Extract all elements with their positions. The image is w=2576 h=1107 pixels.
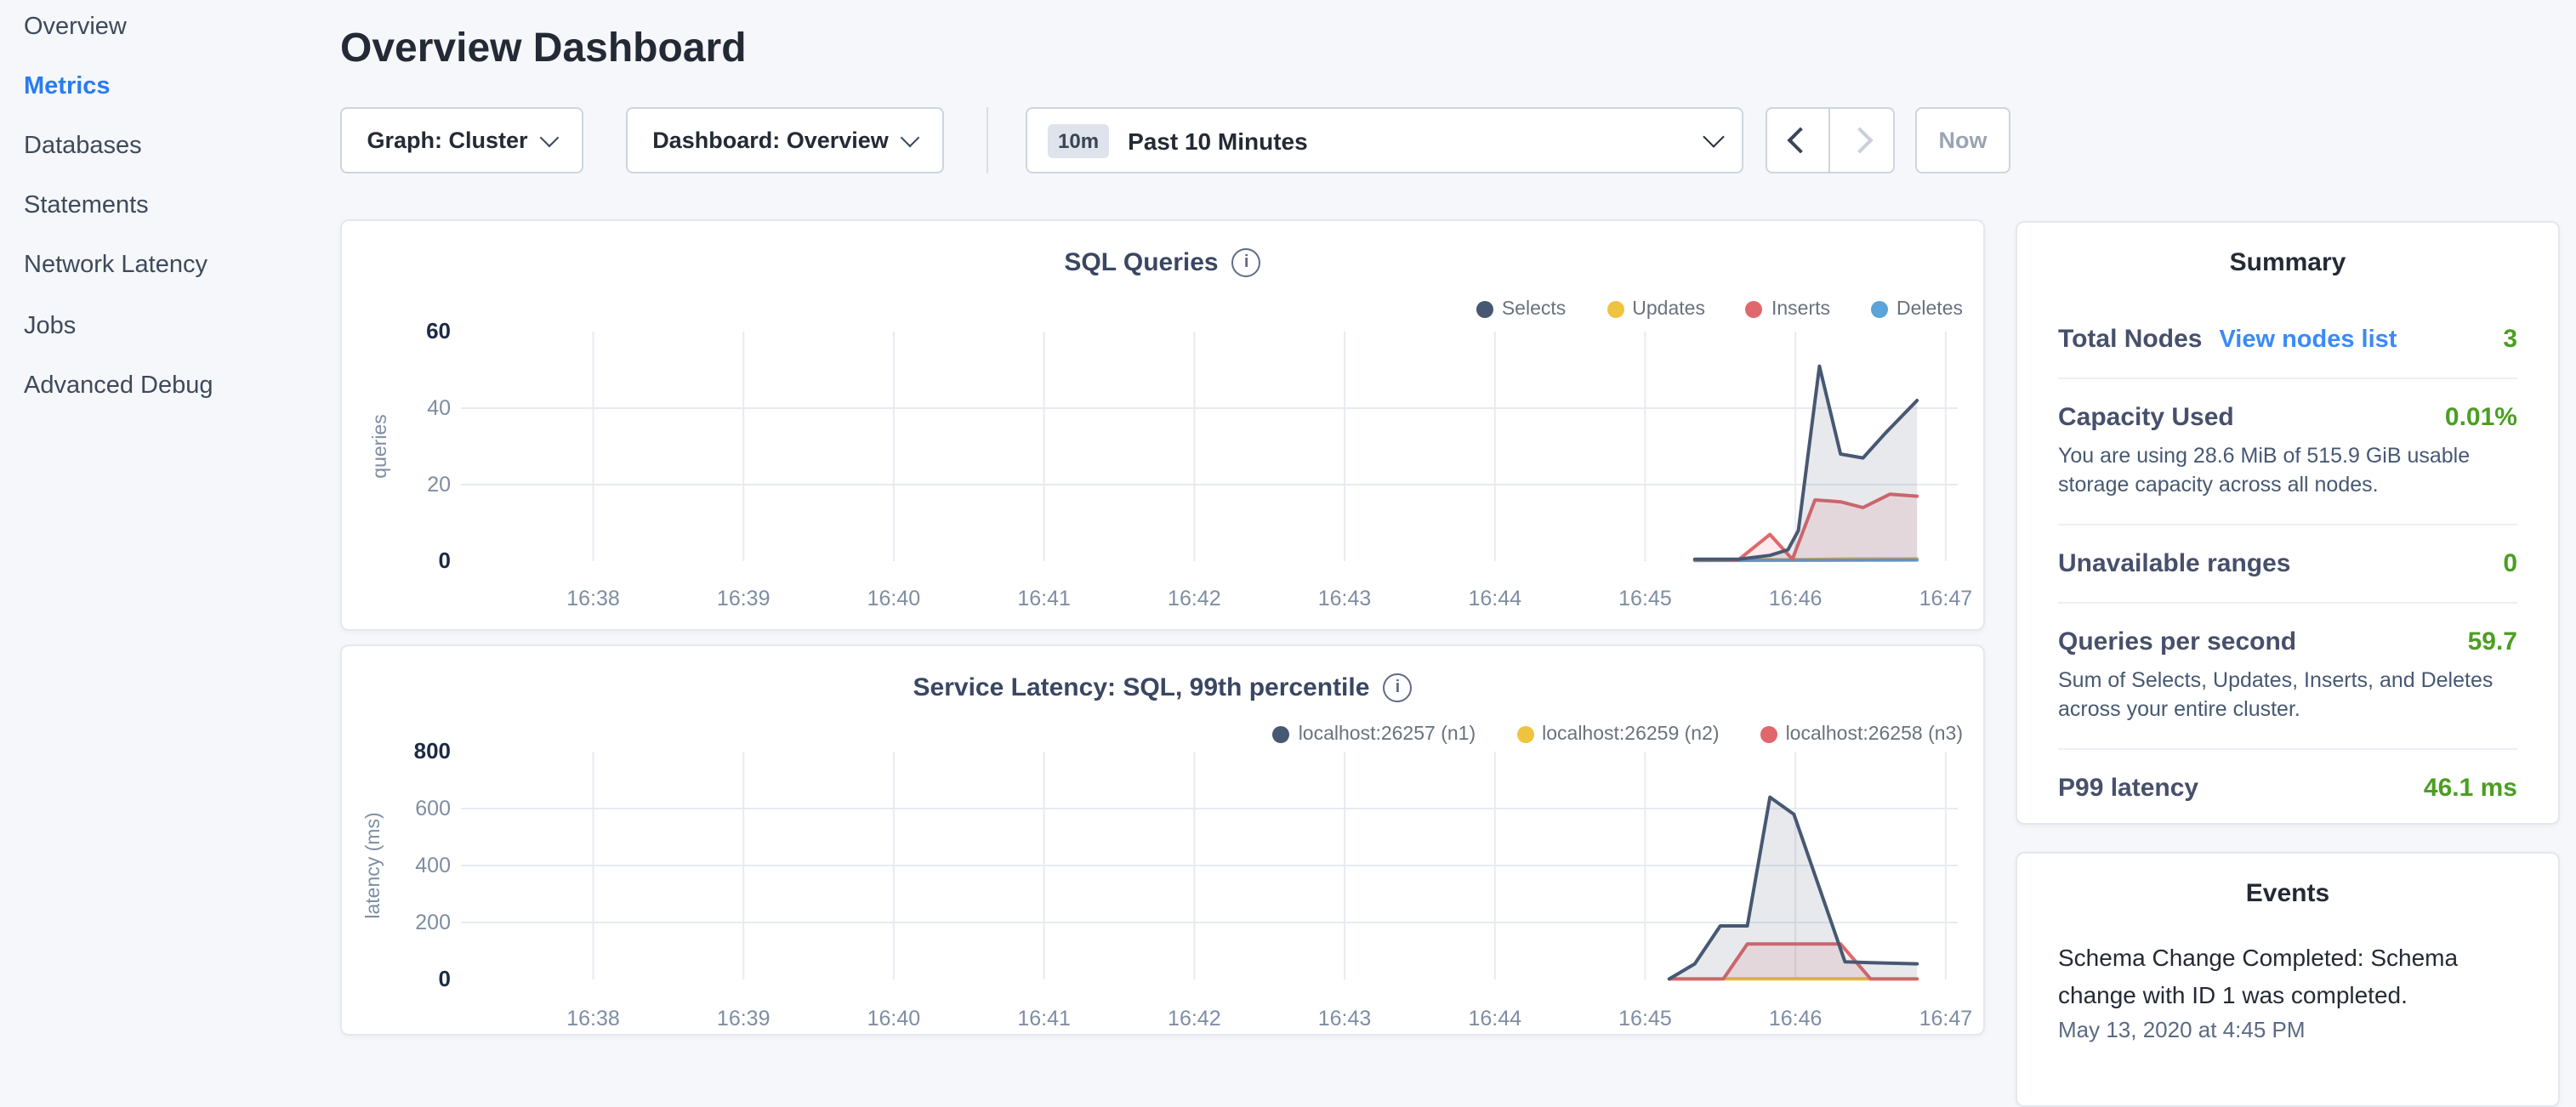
now-button[interactable]: Now (1915, 107, 2010, 173)
svg-text:queries: queries (368, 414, 390, 478)
sql-queries-chart[interactable]: 16:38 16:39 16:40 16:41 16:42 16:43 16:44 16:45… (342, 221, 1987, 633)
qps-description: Sum of Selects, Updates, Inserts, and De… (2058, 667, 2517, 724)
svg-text:16:43: 16:43 (1318, 587, 1372, 610)
svg-text:16:44: 16:44 (1468, 587, 1521, 610)
next-time-button-disabled[interactable] (1828, 107, 1895, 173)
summary-card: Summary Total Nodes View nodes list 3 Ca… (2016, 221, 2560, 825)
chevron-right-icon (1845, 127, 1872, 153)
capacity-description: You are using 28.6 MiB of 515.9 GiB usab… (2058, 442, 2517, 500)
svg-text:200: 200 (415, 911, 451, 934)
svg-text:16:45: 16:45 (1618, 1007, 1672, 1030)
app-root: Overview Metrics Databases Statements Ne… (0, 0, 2576, 1051)
chevron-down-icon (901, 128, 920, 147)
summary-row-qps: Queries per second 59.7 (2058, 627, 2517, 656)
chevron-down-icon (540, 128, 560, 147)
divider (2058, 602, 2517, 604)
service-latency-card: Service Latency: SQL, 99th percentile lo… (340, 644, 1985, 1036)
svg-text:latency (ms): latency (ms) (361, 812, 384, 918)
svg-text:16:47: 16:47 (1919, 1007, 1973, 1030)
svg-text:16:41: 16:41 (1017, 1007, 1071, 1030)
divider (2058, 378, 2517, 379)
capacity-label: Capacity Used (2058, 403, 2234, 432)
events-card: Events Schema Change Completed: Schema c… (2016, 852, 2560, 1107)
qps-value: 59.7 (2468, 627, 2517, 656)
summary-row-capacity: Capacity Used 0.01% (2058, 403, 2517, 432)
summary-row-total-nodes: Total Nodes View nodes list 3 (2058, 325, 2517, 354)
svg-text:0: 0 (439, 548, 451, 573)
unavailable-ranges-value: 0 (2503, 549, 2517, 578)
svg-text:16:40: 16:40 (867, 1007, 921, 1030)
svg-text:600: 600 (415, 797, 451, 820)
capacity-value: 0.01% (2445, 403, 2517, 432)
view-nodes-link[interactable]: View nodes list (2219, 326, 2397, 354)
controls-divider (987, 107, 988, 173)
divider (2058, 748, 2517, 750)
svg-text:16:41: 16:41 (1017, 587, 1071, 610)
svg-text:16:38: 16:38 (566, 1007, 620, 1030)
qps-label: Queries per second (2058, 627, 2296, 656)
svg-text:16:47: 16:47 (1919, 587, 1973, 610)
time-range-dropdown[interactable]: 10m Past 10 Minutes (1026, 107, 1743, 173)
sql-queries-card: SQL Queries Selects Updates Inserts Dele… (340, 219, 1985, 631)
time-range-label: Past 10 Minutes (1128, 127, 1308, 154)
graph-type-label: Graph: Cluster (367, 128, 527, 153)
page-title: Overview Dashboard (340, 24, 747, 75)
summary-row-p99-latency: P99 latency 46.1 ms (2058, 774, 2517, 803)
event-message[interactable]: Schema Change Completed: Schema change w… (2058, 939, 2517, 1013)
svg-text:16:39: 16:39 (717, 587, 771, 610)
svg-text:800: 800 (414, 738, 451, 764)
svg-text:16:38: 16:38 (566, 587, 620, 610)
svg-text:16:40: 16:40 (867, 587, 921, 610)
dashboard-label: Dashboard: Overview (652, 128, 889, 153)
svg-text:60: 60 (426, 318, 451, 343)
svg-text:16:39: 16:39 (717, 1007, 771, 1030)
prev-time-button[interactable] (1766, 107, 1830, 173)
sidebar-item-statements[interactable]: Statements (24, 176, 213, 236)
svg-text:16:43: 16:43 (1318, 1007, 1372, 1030)
unavailable-ranges-label: Unavailable ranges (2058, 549, 2290, 578)
sidebar-item-jobs[interactable]: Jobs (24, 296, 213, 355)
svg-text:16:42: 16:42 (1168, 1007, 1221, 1030)
time-range-badge: 10m (1048, 123, 1109, 157)
total-nodes-value: 3 (2503, 325, 2517, 354)
svg-text:16:45: 16:45 (1618, 587, 1672, 610)
chevron-left-icon (1787, 127, 1813, 153)
sidebar-item-advanced-debug[interactable]: Advanced Debug (24, 355, 213, 415)
sidebar-item-overview[interactable]: Overview (24, 0, 213, 56)
sidebar-item-network-latency[interactable]: Network Latency (24, 236, 213, 296)
svg-text:20: 20 (427, 473, 451, 497)
sidebar-item-metrics[interactable]: Metrics (24, 56, 213, 116)
svg-text:40: 40 (427, 396, 451, 420)
sidebar-item-databases[interactable]: Databases (24, 116, 213, 176)
sidebar: Overview Metrics Databases Statements Ne… (24, 0, 213, 416)
svg-text:16:44: 16:44 (1468, 1007, 1521, 1030)
graph-type-dropdown[interactable]: Graph: Cluster (340, 107, 583, 173)
svg-text:16:42: 16:42 (1168, 587, 1221, 610)
p99-latency-label: P99 latency (2058, 774, 2198, 803)
p99-latency-value: 46.1 ms (2424, 774, 2517, 803)
chevron-down-icon (1703, 126, 1724, 147)
dashboard-dropdown[interactable]: Dashboard: Overview (626, 107, 944, 173)
svg-text:400: 400 (415, 854, 451, 877)
event-timestamp: May 13, 2020 at 4:45 PM (2058, 1017, 2517, 1042)
events-heading: Events (2058, 879, 2517, 908)
divider (2058, 524, 2517, 525)
svg-text:16:46: 16:46 (1769, 1007, 1823, 1030)
summary-row-unavailable-ranges: Unavailable ranges 0 (2058, 549, 2517, 578)
total-nodes-label: Total Nodes (2058, 325, 2202, 354)
svg-text:16:46: 16:46 (1769, 587, 1823, 610)
summary-heading: Summary (2058, 248, 2517, 277)
service-latency-chart[interactable]: 16:38 16:39 16:40 16:41 16:42 16:43 16:44 16:45… (342, 646, 1987, 1037)
svg-text:0: 0 (439, 966, 451, 991)
